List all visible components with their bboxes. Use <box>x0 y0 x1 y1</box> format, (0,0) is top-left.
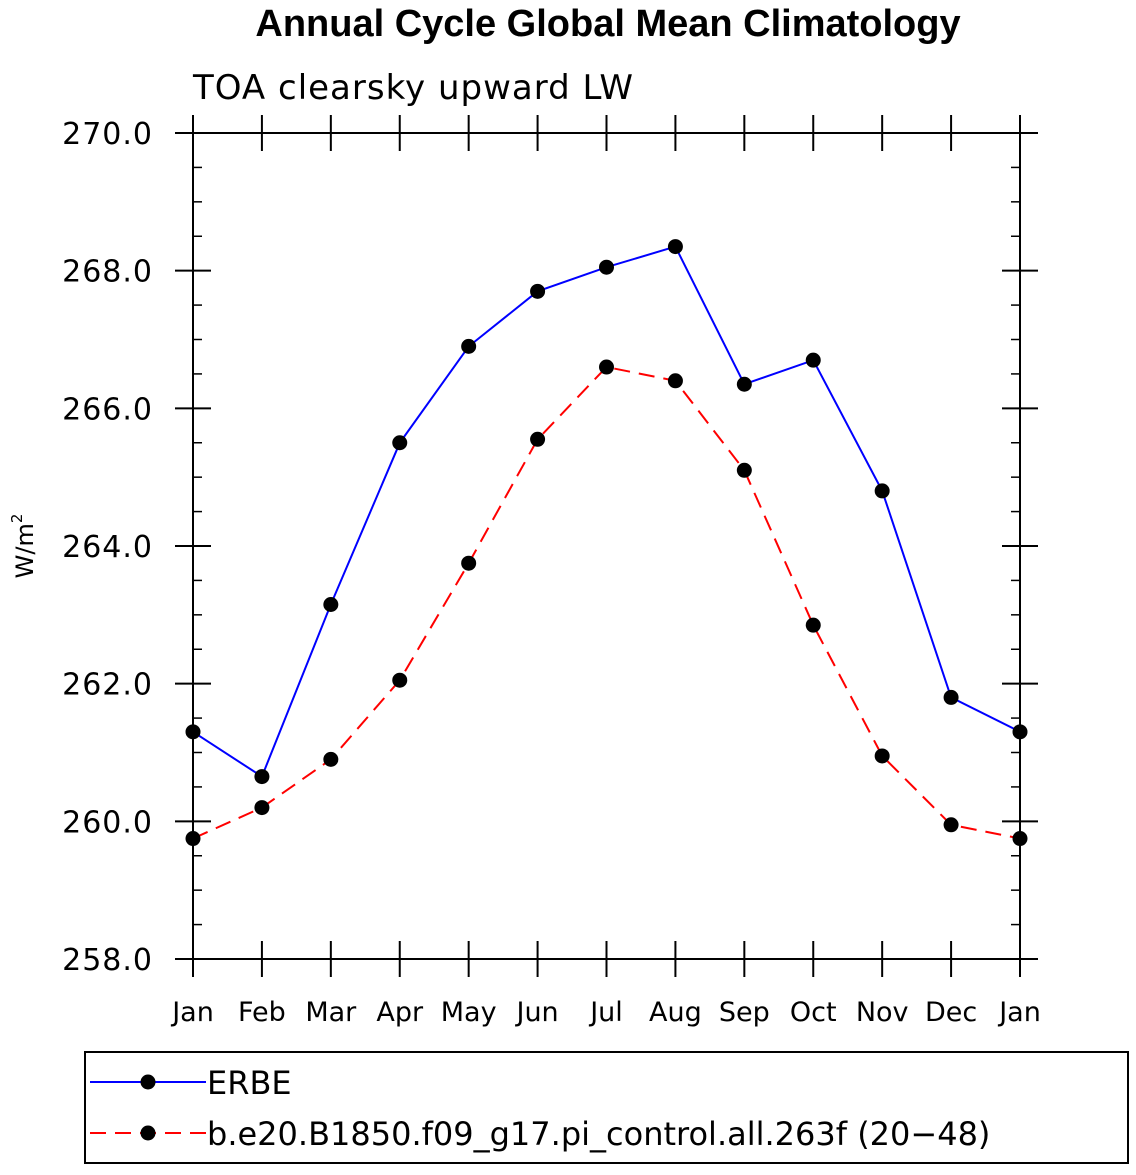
y-tick-label: 266.0 <box>62 392 153 427</box>
x-tick-label: Aug <box>649 997 702 1028</box>
series-lines <box>192 245 1021 840</box>
x-tick-label: Apr <box>376 997 424 1028</box>
series-0-point <box>1012 724 1028 740</box>
y-tick-label: 258.0 <box>62 943 153 978</box>
legend-label-0: ERBE <box>207 1064 292 1102</box>
series-1-point <box>667 373 683 389</box>
y-tick-label: 270.0 <box>62 117 153 152</box>
x-tick-label: Feb <box>238 997 286 1028</box>
y-tick-label: 262.0 <box>62 668 153 703</box>
series-0-point <box>323 597 339 613</box>
series-0-point <box>392 435 408 451</box>
series-0-point <box>599 259 614 275</box>
x-tick-label: Jan <box>170 997 214 1028</box>
y-tick-label: 264.0 <box>62 530 153 565</box>
series-0-point <box>530 283 546 299</box>
x-tick-label: Oct <box>790 997 837 1028</box>
series-0-point <box>943 689 959 705</box>
x-tick-label: Nov <box>856 997 909 1028</box>
y-tick-label: 268.0 <box>62 255 153 290</box>
series-line-0 <box>192 245 1021 779</box>
series-1-point <box>392 672 408 688</box>
x-tick-label: Jan <box>997 997 1041 1028</box>
series-0-point <box>461 338 477 354</box>
legend-label-1: b.e20.B1850.f09_g17.pi_control.all.263f … <box>207 1115 990 1153</box>
x-tick-labels: Jan Feb Mar Apr May Jun Jul Aug Sep Oct Nov Dec Jan <box>170 997 1041 1028</box>
axis-ticks <box>175 115 1038 977</box>
series-1-point <box>185 831 201 847</box>
series-line-1 <box>192 365 1021 840</box>
svg-text:W/m2: W/m2 <box>8 514 39 579</box>
legend-marker-0 <box>140 1074 156 1090</box>
y-tick-labels: 258.0 260.0 262.0 264.0 266.0 268.0 270.0 <box>62 117 153 978</box>
series-1-point <box>943 817 959 833</box>
series-1-point <box>599 359 614 375</box>
x-tick-label: Dec <box>925 997 977 1028</box>
x-tick-label: Jun <box>514 997 558 1028</box>
series-1-point <box>323 751 339 767</box>
series-1-point <box>530 431 546 447</box>
legend-marker-1 <box>140 1125 156 1141</box>
chart-subtitle: TOA clearsky upward LW <box>192 68 634 108</box>
series-1-point <box>254 800 270 816</box>
y-axis-label: W/m <box>11 523 39 578</box>
chart-title: Annual Cycle Global Mean Climatology <box>255 3 960 45</box>
x-tick-label: Jul <box>588 997 623 1028</box>
series-1-point <box>461 555 477 571</box>
series-points <box>185 239 1028 847</box>
series-1-point <box>805 617 821 633</box>
x-tick-label: Sep <box>719 997 770 1028</box>
series-0-point <box>185 724 201 740</box>
series-1-point <box>736 462 752 478</box>
plot-frame <box>192 132 1021 960</box>
series-0-point <box>736 376 752 392</box>
series-0-point <box>805 352 821 368</box>
x-tick-label: Mar <box>305 997 357 1028</box>
y-axis-label-superscript: 2 <box>8 514 26 524</box>
y-axis-title: W/m2 <box>8 514 39 579</box>
x-tick-label: May <box>441 997 497 1028</box>
series-1-point <box>874 748 890 764</box>
legend: ERBE b.e20.B1850.f09_g17.pi_control.all.2… <box>90 1064 990 1153</box>
series-1-point <box>1012 831 1028 847</box>
legend-box <box>84 1051 1129 1164</box>
series-0-point <box>254 769 270 785</box>
series-0-point <box>667 239 683 255</box>
series-0-point <box>874 483 890 499</box>
y-tick-label: 260.0 <box>62 805 153 840</box>
